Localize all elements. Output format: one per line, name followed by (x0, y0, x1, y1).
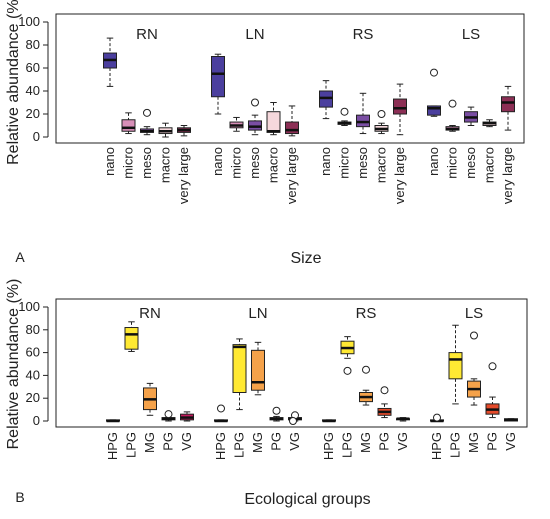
x-category-label: VG (287, 432, 302, 451)
plot-frame (55, 13, 525, 144)
x-category-label: macro (158, 147, 173, 183)
x-category-label: VG (179, 432, 194, 451)
plot-frame (55, 298, 528, 428)
y-tick-label: 60 (26, 60, 40, 75)
outlier-point (143, 108, 151, 117)
x-category-label: meso (247, 147, 262, 179)
panel-letter: A (15, 249, 25, 265)
group-label: LN (245, 26, 264, 43)
group-label: LN (248, 305, 267, 322)
box-lpg (124, 327, 139, 350)
y-tick-label: 80 (26, 37, 40, 52)
box-nano (427, 105, 441, 116)
box-very-large (393, 98, 407, 115)
y-axis-title: Relative abundance (%) (5, 0, 22, 165)
x-category-label: PG (269, 432, 284, 451)
y-tick-label: 20 (26, 390, 40, 405)
box-nano (211, 56, 225, 98)
box-macro (266, 111, 281, 133)
outlier-point (430, 68, 438, 77)
x-category-label: PG (485, 432, 500, 451)
panel-letter: B (15, 489, 24, 505)
x-axis-title: Ecological groups (244, 491, 370, 508)
group-label: RS (356, 305, 377, 322)
group-label: RS (353, 26, 374, 43)
y-tick-label: 100 (18, 299, 40, 314)
y-tick-label: 40 (26, 367, 40, 382)
box-mg (251, 349, 265, 391)
x-category-label: very large (284, 147, 299, 204)
x-category-label: micro (121, 147, 136, 179)
box-lpg (232, 344, 247, 393)
outlier-point (251, 98, 259, 107)
x-category-label: VG (503, 432, 518, 451)
outlier-point (362, 365, 370, 374)
x-category-label: MG (466, 432, 481, 453)
x-category-label: MG (250, 432, 265, 453)
x-category-label: MG (358, 432, 373, 453)
x-category-label: nano (426, 147, 441, 176)
group-label: RN (139, 305, 161, 322)
outlier-point (470, 331, 478, 340)
group-label: LS (465, 305, 483, 322)
x-axis-title: Size (290, 250, 321, 267)
y-tick-label: 40 (26, 83, 40, 98)
outlier-point (289, 417, 297, 425)
x-category-label: HPG (213, 432, 228, 460)
box-very-large (501, 96, 515, 113)
y-tick-label: 60 (26, 345, 40, 360)
box-micro (121, 119, 136, 132)
x-category-label: HPG (429, 432, 444, 460)
x-category-label: HPG (321, 432, 336, 460)
x-category-label: LPG (232, 432, 247, 458)
x-category-label: micro (337, 147, 352, 179)
outlier-point (164, 410, 173, 419)
x-category-label: VG (395, 432, 410, 451)
y-axis-title: Relative abundance (%) (5, 279, 22, 450)
group-label: LS (462, 26, 480, 43)
outlier-point (380, 386, 389, 395)
x-category-label: micro (229, 147, 244, 179)
x-category-label: macro (374, 147, 389, 183)
x-category-label: PG (377, 432, 392, 451)
x-category-label: macro (266, 147, 281, 183)
x-category-label: nano (102, 147, 117, 176)
outlier-point (488, 362, 497, 371)
box-very-large (285, 121, 299, 135)
outlier-point (340, 107, 349, 116)
y-tick-label: 20 (26, 106, 40, 121)
x-category-label: very large (500, 147, 515, 204)
x-category-label: micro (445, 147, 460, 179)
x-category-label: LPG (448, 432, 463, 458)
x-category-label: nano (210, 147, 225, 176)
y-tick-label: 0 (33, 413, 40, 428)
y-tick-label: 80 (26, 322, 40, 337)
x-category-label: nano (318, 147, 333, 176)
outlier-point (448, 99, 457, 108)
outlier-point (272, 406, 281, 415)
x-category-label: very large (176, 147, 191, 204)
x-category-label: meso (139, 147, 154, 179)
outlier-point (217, 404, 225, 413)
box-lpg (448, 352, 463, 380)
group-label: RN (136, 26, 158, 43)
x-category-label: meso (463, 147, 478, 179)
x-category-label: MG (142, 432, 157, 453)
x-category-label: HPG (105, 432, 120, 460)
x-category-label: macro (482, 147, 497, 183)
outlier-point (343, 366, 352, 375)
y-tick-label: 100 (18, 14, 40, 29)
x-category-label: meso (355, 147, 370, 179)
y-tick-label: 0 (33, 129, 40, 144)
x-category-label: PG (161, 432, 176, 451)
x-category-label: LPG (340, 432, 355, 458)
outlier-point (377, 110, 386, 118)
x-category-label: very large (392, 147, 407, 204)
x-category-label: LPG (124, 432, 139, 458)
outlier-point (433, 413, 441, 422)
